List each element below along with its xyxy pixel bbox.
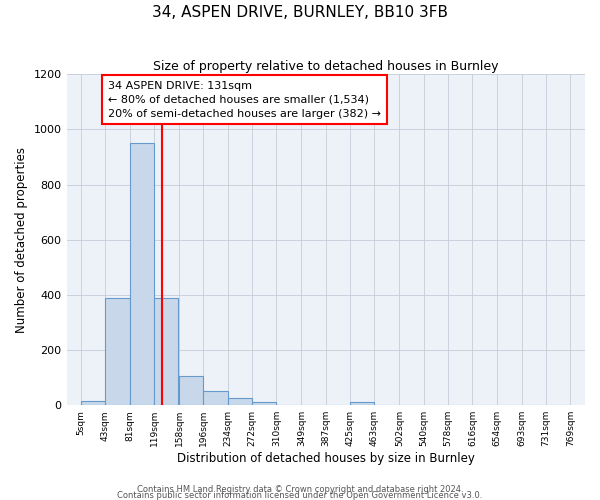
Bar: [203, 391, 228, 405]
Text: 34 ASPEN DRIVE: 131sqm
← 80% of detached houses are smaller (1,534)
20% of semi-: 34 ASPEN DRIVE: 131sqm ← 80% of detached…: [108, 81, 381, 119]
Bar: [228, 398, 252, 405]
Bar: [179, 376, 203, 405]
Bar: [130, 143, 154, 405]
Text: Contains HM Land Registry data © Crown copyright and database right 2024.: Contains HM Land Registry data © Crown c…: [137, 486, 463, 494]
Bar: [106, 298, 130, 405]
Bar: [252, 402, 277, 405]
X-axis label: Distribution of detached houses by size in Burnley: Distribution of detached houses by size …: [177, 452, 475, 465]
Bar: [154, 298, 178, 405]
Bar: [81, 401, 106, 405]
Y-axis label: Number of detached properties: Number of detached properties: [15, 146, 28, 332]
Text: 34, ASPEN DRIVE, BURNLEY, BB10 3FB: 34, ASPEN DRIVE, BURNLEY, BB10 3FB: [152, 5, 448, 20]
Bar: [350, 402, 374, 405]
Title: Size of property relative to detached houses in Burnley: Size of property relative to detached ho…: [153, 60, 499, 73]
Text: Contains public sector information licensed under the Open Government Licence v3: Contains public sector information licen…: [118, 492, 482, 500]
